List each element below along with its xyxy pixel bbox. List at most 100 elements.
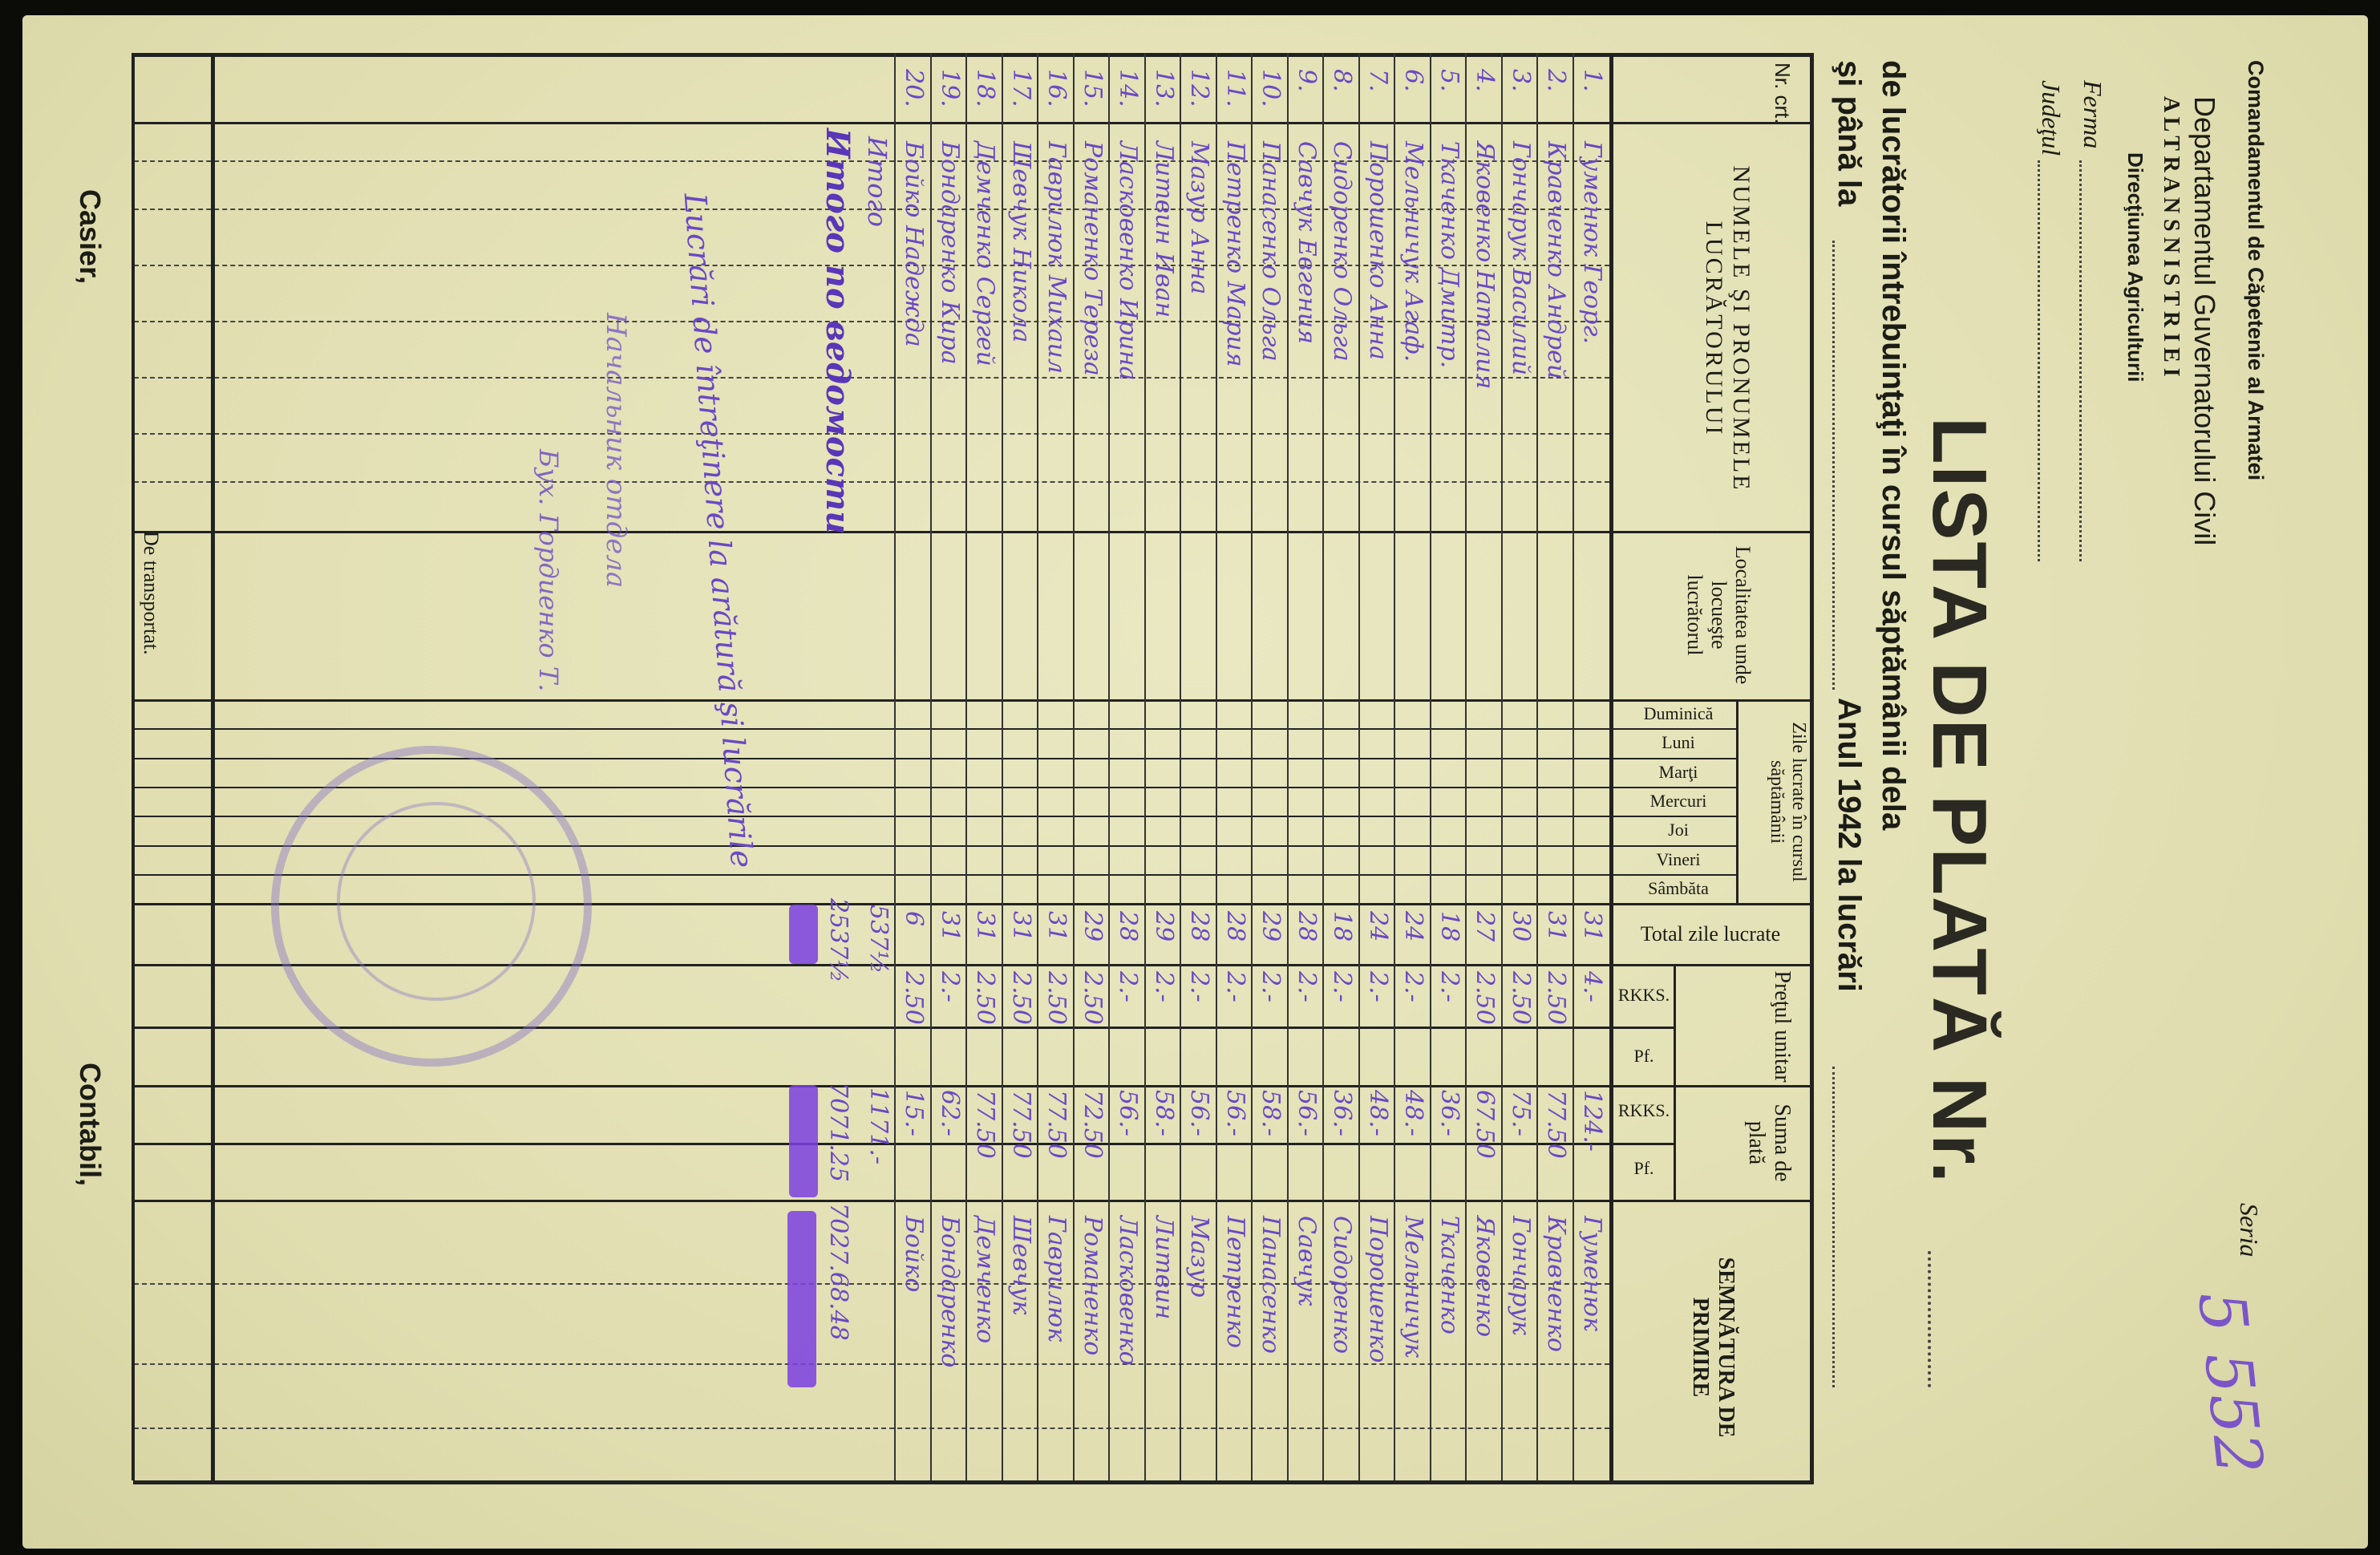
sum-to-pay: 15.- bbox=[900, 1090, 929, 1136]
table-row: 7. Порошенко Анна 24 2.- 48.- Порошенко bbox=[1358, 53, 1395, 1480]
sum-to-pay: 77.50 bbox=[1542, 1090, 1571, 1159]
row-number: 3. bbox=[1507, 69, 1535, 92]
row-number: 16. bbox=[1042, 69, 1071, 107]
signature: Гончарук bbox=[1507, 1216, 1535, 1335]
header-line-4: Direcţiunea Agriculturii bbox=[2123, 152, 2147, 383]
row-number: 9. bbox=[1293, 69, 1321, 92]
days-total: 30 bbox=[1507, 911, 1535, 942]
sum-to-pay: 56.- bbox=[1185, 1090, 1214, 1136]
table-row: 12. Мазур Анна 28 2.- 56.- Мазур bbox=[1180, 53, 1217, 1480]
days-total: 24 bbox=[1364, 911, 1392, 942]
signature: Романенко bbox=[1079, 1216, 1107, 1356]
days-total: 29 bbox=[1257, 911, 1285, 942]
title-subtitle-2b: Anul 1942 la lucrări bbox=[1832, 698, 1867, 992]
worker-name: Сидоренко Ольга bbox=[1328, 141, 1357, 362]
unit-price: 2.- bbox=[1328, 971, 1357, 1002]
ferma-field bbox=[2079, 160, 2082, 561]
unit-price: 2.- bbox=[1257, 971, 1285, 1002]
days-total: 31 bbox=[1542, 911, 1571, 942]
transport-label: De transportat. bbox=[140, 531, 163, 655]
table-row: 20. Бойко Надежда 6 2.50 15.- Бойко bbox=[894, 53, 932, 1480]
unit-price: 2.- bbox=[1150, 971, 1178, 1002]
table-row: 3. Гончарук Василий 30 2.50 75.- Гончарук bbox=[1501, 53, 1538, 1480]
signature: Ткаченко bbox=[1435, 1216, 1463, 1334]
unit-price: 2.- bbox=[1221, 971, 1249, 1002]
row-number: 14. bbox=[1114, 69, 1143, 107]
signature: Ласковенко bbox=[1114, 1216, 1143, 1366]
column-header-nr: Nr. crt. bbox=[1771, 63, 1795, 124]
price-pf-label: Pf. bbox=[1633, 1046, 1654, 1066]
table-column-rule bbox=[133, 1480, 1814, 1484]
days-total: 24 bbox=[1399, 911, 1428, 942]
unit-price: 2.50 bbox=[971, 971, 1000, 1025]
judetul-label: Judeţul bbox=[2037, 80, 2066, 156]
worker-name: Мазур Анна bbox=[1185, 141, 1214, 295]
table-row: 13. Литвин Иван 29 2.- 58.- Литвин bbox=[1144, 53, 1181, 1480]
row-number: 6. bbox=[1399, 69, 1428, 92]
note-line-2: Начальник отдела bbox=[600, 313, 632, 589]
row-number: 13. bbox=[1150, 69, 1178, 107]
table-row: 4. Яковенко Наталия 27 2.50 67.50 Яковенко bbox=[1465, 53, 1503, 1480]
column-header-signature: SEMNĂTURA DE PRIMIRE bbox=[1688, 1257, 1738, 1438]
day-label-1: Luni bbox=[1662, 732, 1695, 753]
stamp-inner-ring bbox=[337, 802, 536, 1001]
unit-price: 2.- bbox=[1185, 971, 1214, 1002]
worker-name: Гуменюк Георг. bbox=[1578, 141, 1606, 345]
days-total: 6 bbox=[900, 911, 929, 927]
sum-to-pay: 72.50 bbox=[1079, 1090, 1107, 1159]
unit-price: 2.50 bbox=[1542, 971, 1571, 1025]
unit-price: 2.- bbox=[1435, 971, 1463, 1002]
document-title: LISTA DE PLATĂ Nr. bbox=[1917, 417, 2002, 1184]
price-rkks-label: RKKS. bbox=[1617, 985, 1670, 1005]
sum-to-pay: 62.- bbox=[936, 1090, 964, 1136]
table-row: 2. Кравченко Андрей 31 2.50 77.50 Кравченко bbox=[1536, 53, 1574, 1480]
unit-price: 2.50 bbox=[900, 971, 929, 1025]
sum-rkks-label: RKKS. bbox=[1617, 1100, 1670, 1120]
day-label-2: Marţi bbox=[1658, 761, 1698, 782]
sum-to-pay: 36.- bbox=[1328, 1090, 1357, 1136]
column-header-total: Total zile lucrate bbox=[1640, 922, 1781, 946]
unit-price: 2.50 bbox=[1042, 971, 1071, 1025]
sum-to-pay: 36.- bbox=[1435, 1090, 1463, 1136]
signature: Савчук bbox=[1293, 1216, 1321, 1306]
row-number: 19. bbox=[936, 69, 964, 107]
signature: Шевчук bbox=[1007, 1216, 1035, 1315]
official-stamp bbox=[271, 746, 592, 1067]
signature: Бондаренко bbox=[936, 1216, 964, 1368]
ferma-label: Ferma bbox=[2078, 80, 2107, 149]
row-number: 4. bbox=[1471, 69, 1500, 92]
worker-name: Шевчук Никола bbox=[1007, 141, 1035, 343]
table-row: 8. Сидоренко Ольга 18 2.- 36.- Сидоренко bbox=[1322, 53, 1360, 1480]
contabil-label: Contabil, bbox=[74, 1063, 107, 1186]
day-label-5: Vineri bbox=[1656, 848, 1701, 869]
row-number: 1. bbox=[1578, 69, 1606, 92]
column-header-locality: Localitatea unde locueşte lucrătorul bbox=[1683, 545, 1755, 685]
unit-price: 2.- bbox=[936, 971, 964, 1002]
marker-highlight bbox=[789, 1085, 818, 1197]
signature: Демченко bbox=[971, 1216, 1000, 1344]
signature: Порошенко bbox=[1364, 1216, 1392, 1363]
row-number: 10. bbox=[1257, 69, 1285, 107]
worker-name: Кравченко Андрей bbox=[1542, 141, 1571, 380]
row-number: 2. bbox=[1542, 69, 1571, 92]
row-number: 8. bbox=[1328, 69, 1357, 92]
works-field bbox=[1832, 1067, 1835, 1387]
carry-total: 2537½ bbox=[824, 898, 852, 983]
table-row: 16. Гаврилюк Михаил 31 2.50 77.50 Гаврилюк bbox=[1037, 53, 1075, 1480]
sum-to-pay: 56.- bbox=[1293, 1090, 1321, 1136]
sum-to-pay: 124.- bbox=[1578, 1090, 1606, 1152]
unit-price: 4.- bbox=[1578, 971, 1606, 1002]
column-header-name: NUMELE ŞI PRONUMELE LUCRĂTORULUI bbox=[1701, 165, 1755, 492]
table-header-bottom-border bbox=[1609, 53, 1613, 1480]
days-total: 18 bbox=[1435, 911, 1463, 942]
days-total: 31 bbox=[936, 911, 964, 942]
days-total: 28 bbox=[1185, 911, 1214, 942]
worker-name: Порошенко Анна bbox=[1364, 141, 1392, 361]
days-total: 29 bbox=[1150, 911, 1178, 942]
row-number: 12. bbox=[1185, 69, 1214, 107]
seria-label: Seria bbox=[2235, 1203, 2264, 1257]
sum-to-pay: 67.50 bbox=[1471, 1090, 1500, 1159]
days-total: 18 bbox=[1328, 911, 1357, 942]
title-subtitle-1: de lucrătorii întrebuinţaţi în cursul să… bbox=[1876, 60, 1911, 831]
row-number: 5. bbox=[1435, 69, 1463, 92]
